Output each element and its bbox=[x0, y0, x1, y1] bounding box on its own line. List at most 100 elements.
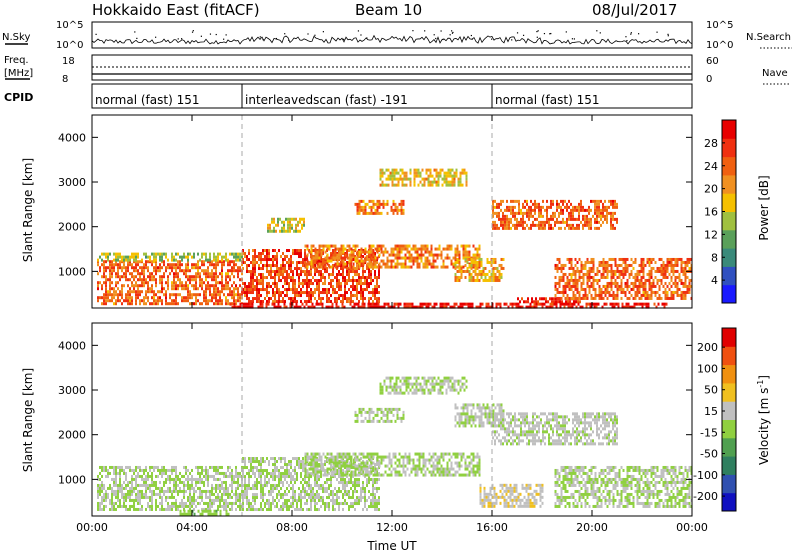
echo-cell bbox=[177, 278, 179, 282]
echo-cell bbox=[480, 272, 483, 276]
echo-cell bbox=[193, 477, 195, 481]
echo-cell bbox=[213, 293, 215, 297]
echo-cell bbox=[409, 180, 412, 184]
echo-cell bbox=[233, 287, 235, 291]
echo-cell bbox=[385, 183, 388, 187]
echo-cell bbox=[165, 281, 167, 285]
echo-cell bbox=[103, 492, 105, 496]
echo-cell bbox=[458, 275, 461, 279]
echo-cell bbox=[640, 284, 643, 288]
echo-cell bbox=[419, 171, 422, 175]
echo-cell bbox=[356, 264, 358, 268]
echo-cell bbox=[534, 217, 536, 221]
echo-cell bbox=[352, 288, 354, 292]
echo-cell bbox=[143, 480, 145, 484]
echo-cell bbox=[127, 278, 129, 282]
echo-cell bbox=[386, 199, 389, 203]
echo-cell bbox=[554, 211, 556, 215]
echo-cell bbox=[353, 302, 356, 306]
echo-cell bbox=[185, 287, 187, 291]
echo-cell bbox=[314, 259, 317, 263]
nsearch-tick-bottom: 10^0 bbox=[706, 40, 733, 51]
echo-cell bbox=[123, 486, 125, 490]
echo-cell bbox=[159, 299, 161, 303]
nsky-tick-top: 10^5 bbox=[56, 20, 83, 31]
echo-cell bbox=[117, 465, 119, 469]
echo-cell bbox=[115, 302, 117, 306]
echo-cell bbox=[346, 297, 348, 301]
echo-cell bbox=[424, 256, 427, 260]
echo-cell bbox=[622, 272, 625, 276]
echo-cell bbox=[250, 270, 252, 274]
echo-cell bbox=[270, 487, 272, 491]
echo-cell bbox=[405, 305, 408, 309]
echo-cell bbox=[526, 211, 528, 215]
echo-cell bbox=[227, 504, 229, 508]
echo-cell bbox=[161, 284, 163, 288]
echo-cell bbox=[262, 285, 264, 289]
echo-cell bbox=[396, 208, 399, 212]
echo-cell bbox=[209, 287, 211, 291]
echo-cell bbox=[566, 275, 569, 279]
echo-cell bbox=[322, 244, 325, 248]
echo-cell bbox=[530, 208, 532, 212]
echo-cell bbox=[260, 463, 262, 467]
echo-cell bbox=[395, 177, 398, 181]
echo-cell bbox=[171, 252, 173, 256]
echo-cell bbox=[594, 211, 596, 215]
echo-cell bbox=[666, 284, 669, 288]
echo-cell bbox=[576, 266, 579, 270]
echo-cell bbox=[542, 214, 544, 218]
echo-cell bbox=[261, 305, 264, 309]
echo-cell bbox=[103, 293, 105, 297]
echo-cell bbox=[282, 258, 284, 262]
echo-cell bbox=[464, 269, 467, 273]
echo-cell bbox=[366, 282, 368, 286]
echo-cell bbox=[500, 257, 503, 261]
echo-cell bbox=[185, 471, 187, 475]
echo-cell bbox=[318, 273, 320, 277]
echo-cell bbox=[598, 284, 601, 288]
echo-cell bbox=[336, 253, 339, 257]
echo-cell bbox=[125, 504, 127, 508]
echo-cell bbox=[472, 244, 475, 248]
echo-cell bbox=[390, 205, 393, 209]
nsearch-point bbox=[424, 30, 426, 32]
echo-cell bbox=[546, 208, 548, 212]
echo-cell bbox=[541, 302, 544, 306]
echo-cell bbox=[301, 226, 303, 230]
echo-cell bbox=[331, 305, 334, 309]
echo-cell bbox=[433, 180, 436, 184]
echo-cell bbox=[145, 474, 147, 478]
echo-cell bbox=[155, 498, 157, 502]
echo-cell bbox=[149, 507, 151, 511]
echo-cell bbox=[395, 302, 398, 306]
echo-cell bbox=[266, 502, 268, 506]
echo-cell bbox=[377, 302, 380, 306]
echo-cell bbox=[578, 257, 581, 261]
echo-cell bbox=[123, 492, 125, 496]
echo-cell bbox=[564, 296, 567, 300]
echo-cell bbox=[252, 255, 254, 259]
echo-cell bbox=[572, 272, 575, 276]
echo-cell bbox=[642, 272, 645, 276]
echo-cell bbox=[615, 302, 618, 306]
echo-cell bbox=[219, 471, 221, 475]
echo-cell bbox=[456, 265, 459, 269]
echo-cell bbox=[191, 477, 193, 481]
echo-cell bbox=[668, 263, 671, 267]
echo-cell bbox=[668, 260, 671, 264]
echo-cell bbox=[573, 300, 575, 304]
echo-cell bbox=[302, 496, 304, 500]
echo-cell bbox=[298, 276, 300, 280]
echo-cell bbox=[413, 177, 416, 181]
echo-cell bbox=[223, 471, 225, 475]
echo-cell bbox=[249, 302, 252, 306]
echo-cell bbox=[356, 273, 358, 277]
echo-cell bbox=[572, 208, 574, 212]
echo-cell bbox=[205, 287, 207, 291]
echo-cell bbox=[242, 288, 244, 292]
colorbar-tick-label: 24 bbox=[704, 160, 718, 173]
echo-cell bbox=[223, 486, 225, 490]
echo-cell bbox=[563, 302, 566, 306]
